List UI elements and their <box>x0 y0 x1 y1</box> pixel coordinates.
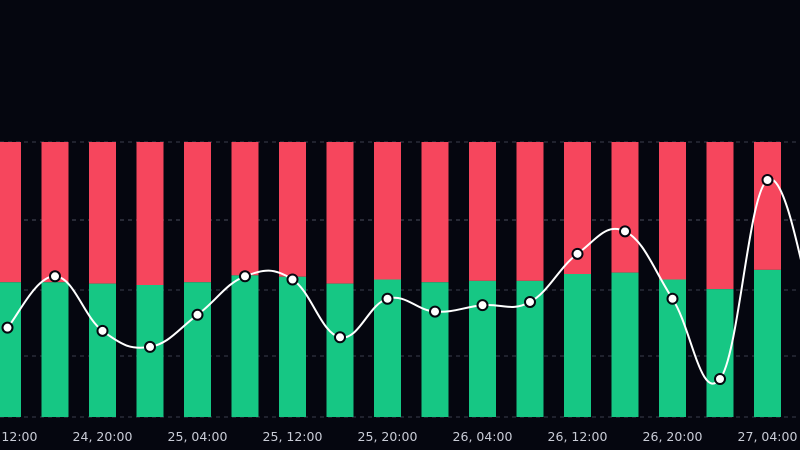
short-bar <box>611 142 639 273</box>
x-axis: 24, 12:00 24, 20:00 25, 04:00 25, 12:00 25, … <box>0 429 797 444</box>
short-bar <box>41 142 69 283</box>
ratio-line <box>1 174 800 385</box>
short-bar <box>469 142 496 281</box>
long-bar <box>279 276 306 417</box>
short-bar <box>754 142 781 270</box>
x-tick-label: 26, 04:00 <box>453 429 513 444</box>
x-tick-label: 26, 12:00 <box>548 429 608 444</box>
ratio-point <box>714 373 726 385</box>
ratio-point <box>191 308 204 321</box>
short-bar <box>374 142 401 280</box>
long-bar <box>0 282 21 417</box>
short-bar <box>231 142 259 276</box>
ratio-point <box>334 331 346 344</box>
x-tick-label: 26, 20:00 <box>643 429 703 444</box>
ratio-point <box>571 247 584 260</box>
long-bar <box>754 269 781 417</box>
ratio-point <box>96 324 109 337</box>
short-bar <box>516 142 544 281</box>
x-tick-label: 27, 04:00 <box>738 429 798 444</box>
long-bar <box>231 275 259 417</box>
short-bar <box>659 142 686 280</box>
short-bar <box>706 142 734 290</box>
ratio-point <box>761 174 774 186</box>
ratio-point <box>476 299 489 312</box>
long-bar <box>326 283 354 417</box>
short-bar <box>136 142 164 285</box>
long-bar <box>611 272 639 417</box>
short-bar <box>184 142 211 283</box>
long-bar <box>184 282 211 417</box>
x-tick-label: 24, 20:00 <box>73 429 133 444</box>
x-tick-label: 24, 12:00 <box>0 429 37 444</box>
ratio-point <box>144 340 156 353</box>
x-tick-label: 25, 12:00 <box>263 429 323 444</box>
bars <box>0 142 781 417</box>
long-bar <box>421 282 449 417</box>
ratio-point <box>381 292 394 305</box>
ratio-point <box>239 270 251 283</box>
long-bar <box>564 274 591 417</box>
ratio-point <box>1 321 14 334</box>
short-bar <box>89 142 116 284</box>
ratio-point <box>286 273 299 286</box>
short-bar <box>326 142 354 284</box>
long-bar <box>41 282 69 417</box>
ratio-point <box>429 305 441 318</box>
ratio-point <box>666 292 679 305</box>
ratio-point <box>49 270 61 283</box>
short-bar <box>421 142 449 283</box>
ratio-point <box>524 295 536 308</box>
x-tick-label: 25, 20:00 <box>358 429 418 444</box>
x-tick-label: 25, 04:00 <box>168 429 228 444</box>
ratio-point <box>619 225 631 238</box>
short-bar <box>0 142 21 283</box>
short-bar <box>279 142 306 277</box>
long-bar <box>89 283 116 417</box>
